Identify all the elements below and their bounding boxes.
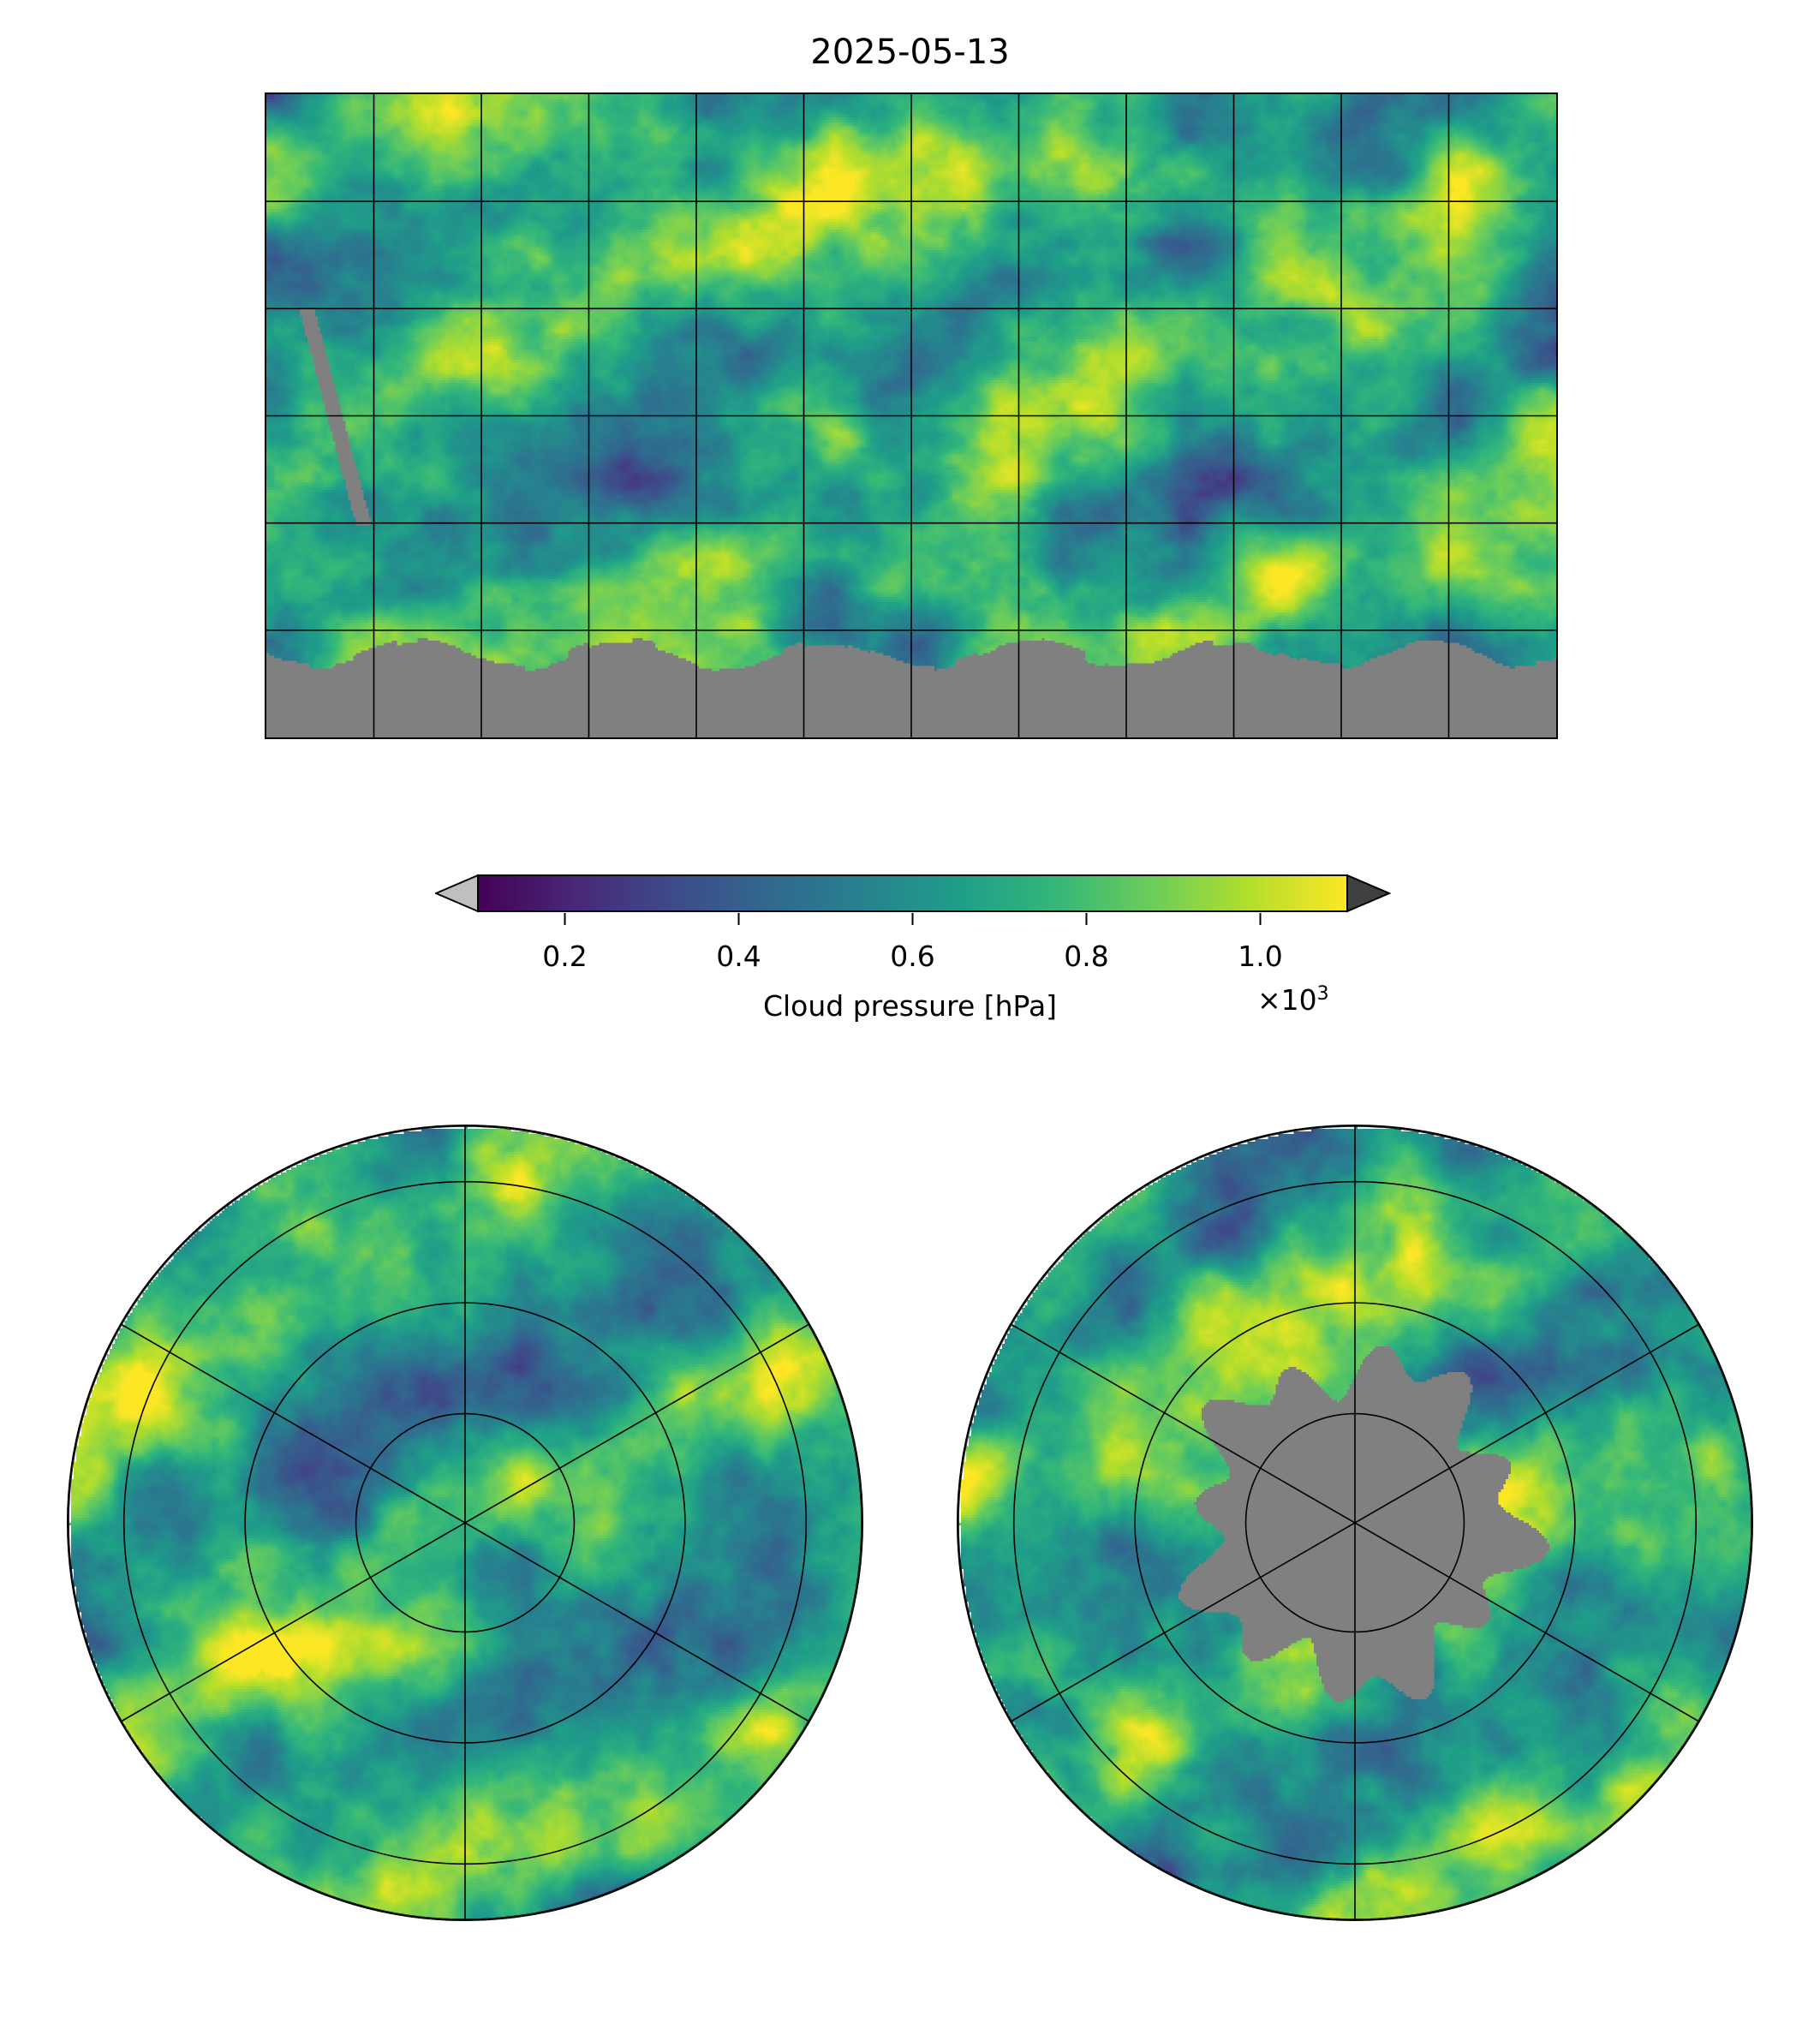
meridian-line: [121, 1323, 809, 1722]
colorbar-tick-label: 1.0: [1238, 940, 1283, 973]
colorbar-over-arrow: [1346, 874, 1391, 913]
colorbar-ticks: [564, 913, 1262, 925]
colorbar-under-arrow: [435, 874, 479, 913]
south-polar-gridlines: [958, 1126, 1751, 1919]
global-map: [265, 92, 1558, 739]
multiplier-exponent: 3: [1316, 983, 1329, 1005]
colorbar-tick-label: 0.6: [890, 940, 935, 973]
global-map-gridlines: [266, 94, 1556, 737]
colorbar-tick-label: 0.2: [542, 940, 588, 973]
north-polar-map: [67, 1125, 863, 1921]
colorbar: [435, 874, 1391, 913]
colorbar-label: Cloud pressure [hPa]: [762, 989, 1058, 1023]
multiplier-base: ×10: [1257, 983, 1317, 1017]
north-polar-gridlines: [69, 1126, 862, 1919]
meridian-line: [1011, 1323, 1699, 1722]
figure-title: 2025-05-13: [810, 33, 1010, 72]
colorbar-tick-label: 0.4: [716, 940, 761, 973]
colorbar-multiplier: ×103: [1257, 983, 1329, 1017]
colorbar-tick-label: 0.8: [1064, 940, 1109, 973]
south-polar-map: [957, 1125, 1753, 1921]
colorbar-gradient: [477, 874, 1348, 912]
